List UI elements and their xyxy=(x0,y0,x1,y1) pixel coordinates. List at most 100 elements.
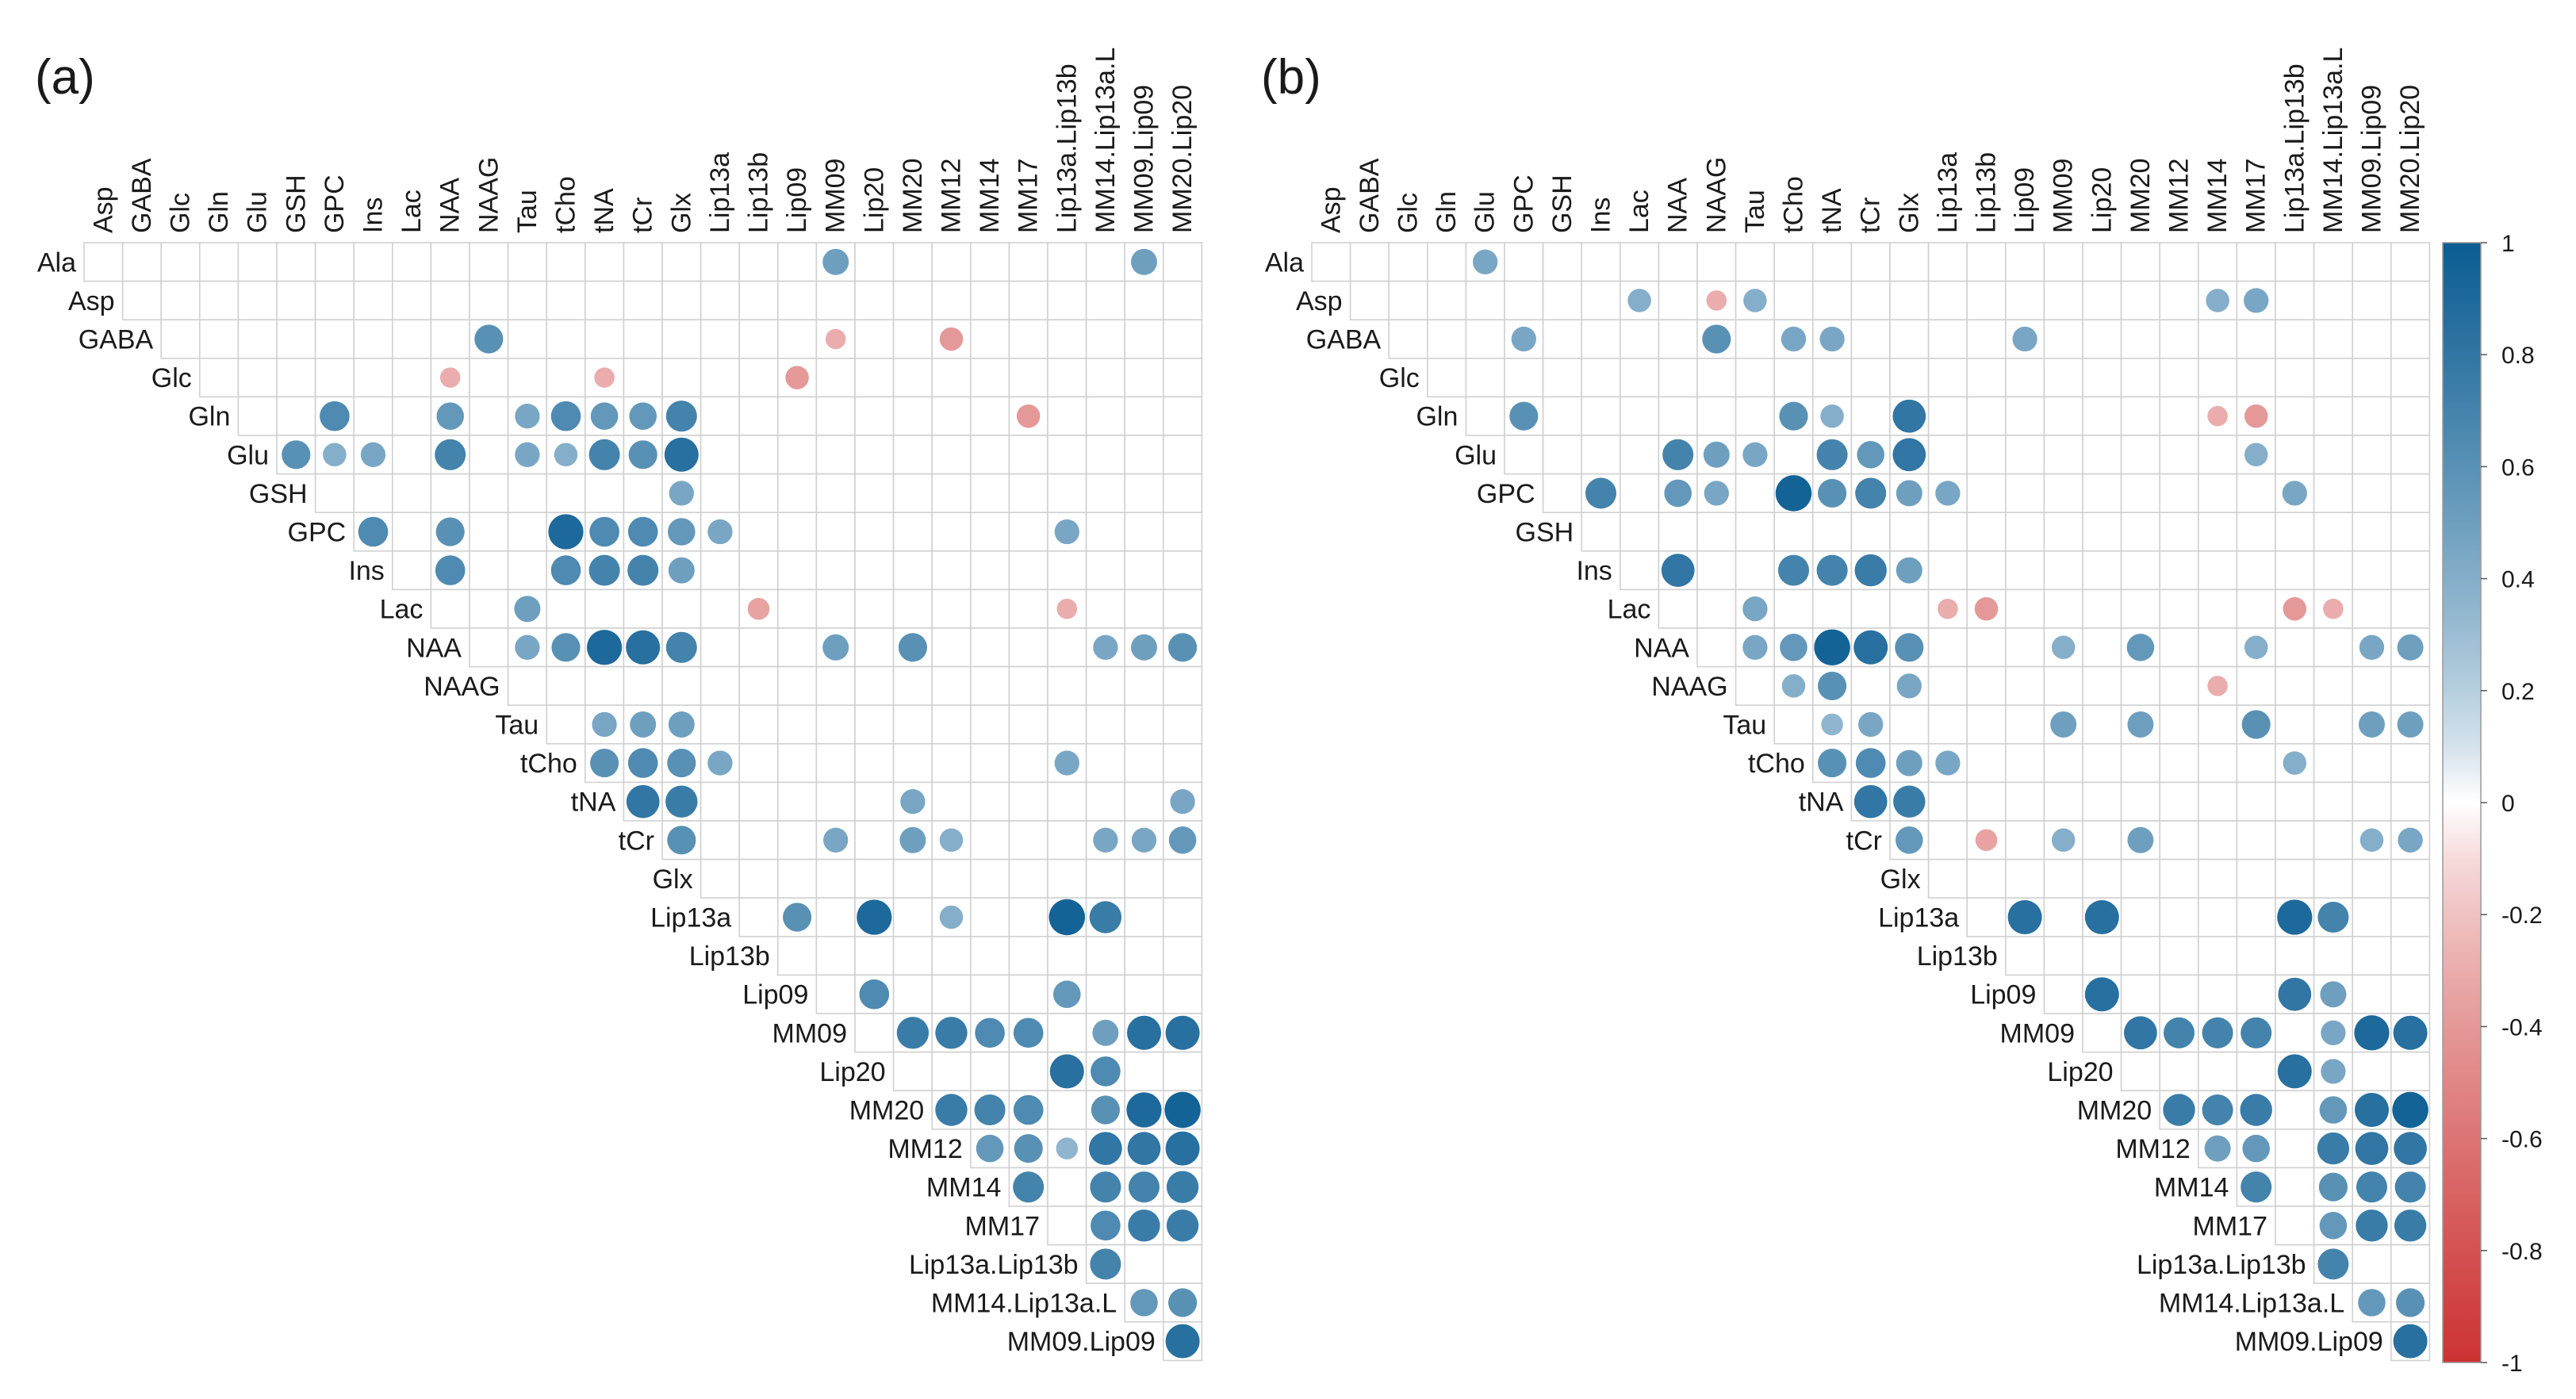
correlation-point xyxy=(1090,1248,1121,1280)
grid-cell xyxy=(2120,357,2161,398)
correlation-point xyxy=(1049,1054,1084,1089)
correlation-point xyxy=(551,633,581,662)
correlation-point xyxy=(1775,475,1812,512)
correlation-point xyxy=(1818,749,1847,778)
grid-cell xyxy=(276,242,316,282)
grid-cell xyxy=(1927,319,1968,359)
grid-cell xyxy=(430,242,470,282)
row-label: tNA xyxy=(571,788,616,818)
grid-cell xyxy=(1850,512,1891,552)
correlation-point xyxy=(2242,1134,2271,1163)
grid-cell xyxy=(776,396,818,436)
correlation-point xyxy=(2319,1096,2348,1124)
grid-cell xyxy=(391,357,432,398)
grid-cell xyxy=(970,781,1010,822)
correlation-point xyxy=(474,324,504,354)
grid-cell xyxy=(2120,781,2161,822)
grid-cell xyxy=(1620,319,1660,359)
grid-cell xyxy=(815,473,856,513)
correlation-point xyxy=(1048,899,1086,936)
grid-cell xyxy=(815,357,856,398)
column-label: Lac xyxy=(1624,190,1654,233)
grid-cell xyxy=(121,280,163,321)
grid-cell xyxy=(2120,280,2161,321)
grid-cell xyxy=(584,665,625,706)
row-label: NAAG xyxy=(424,672,500,702)
grid-cell xyxy=(469,357,509,398)
correlation-point xyxy=(896,1017,930,1049)
correlation-point xyxy=(628,440,657,470)
column-label: GABA xyxy=(1355,158,1385,233)
column-label: Glu xyxy=(1470,191,1501,233)
row-label: Tau xyxy=(495,711,539,741)
grid-cell xyxy=(507,512,547,552)
grid-cell xyxy=(276,396,316,436)
correlation-point xyxy=(668,711,695,738)
grid-cell xyxy=(1966,396,2007,436)
grid-cell xyxy=(623,357,663,398)
grid-cell xyxy=(1047,781,1087,822)
grid-cell xyxy=(1008,858,1048,899)
column-label: GSH xyxy=(1547,174,1577,233)
grid-cell xyxy=(2390,512,2431,552)
grid-cell xyxy=(2352,1051,2392,1091)
correlation-point xyxy=(1165,1324,1200,1359)
grid-cell xyxy=(2043,742,2083,784)
grid-cell xyxy=(2313,357,2354,398)
grid-cell xyxy=(661,588,702,629)
grid-cell xyxy=(931,512,972,552)
correlation-point xyxy=(627,516,658,547)
grid-cell xyxy=(931,1051,972,1091)
grid-cell xyxy=(2159,512,2199,552)
grid-cell xyxy=(2352,588,2392,629)
correlation-point xyxy=(1896,749,1922,776)
grid-cell xyxy=(391,396,432,436)
grid-cell xyxy=(314,242,355,282)
grid-cell xyxy=(469,396,509,436)
grid-cell xyxy=(2390,974,2431,1014)
grid-cell xyxy=(2198,704,2238,745)
grid-cell xyxy=(2005,550,2045,591)
grid-cell xyxy=(854,319,895,359)
correlation-point xyxy=(2317,1248,2349,1280)
correlation-point xyxy=(1818,478,1847,508)
grid-cell xyxy=(2390,897,2431,937)
grid-cell xyxy=(970,897,1010,937)
grid-cell xyxy=(1008,319,1048,359)
grid-cell xyxy=(391,512,432,552)
grid-cell xyxy=(1085,473,1125,513)
grid-cell xyxy=(1966,665,2007,706)
correlation-point xyxy=(1473,249,1498,274)
correlation-point xyxy=(2321,1059,2346,1084)
grid-cell xyxy=(2313,627,2354,668)
column-label: Lip09 xyxy=(782,167,812,233)
column-label: Lac xyxy=(397,190,427,233)
column-label: Glc xyxy=(1393,193,1424,233)
grid-cell xyxy=(970,1051,1010,1091)
correlation-point xyxy=(1093,634,1118,660)
grid-cell xyxy=(1008,280,1048,321)
correlation-point xyxy=(939,828,964,853)
correlation-point xyxy=(2240,1094,2272,1126)
grid-cell xyxy=(1696,627,1737,668)
correlation-point xyxy=(668,557,695,584)
grid-cell xyxy=(469,280,509,321)
column-label: MM20 xyxy=(898,159,928,233)
grid-cell xyxy=(1658,319,1698,359)
correlation-point xyxy=(1704,481,1729,506)
grid-cell xyxy=(1124,512,1164,552)
correlation-point xyxy=(1742,442,1768,467)
grid-cell xyxy=(931,665,972,706)
grid-cell xyxy=(2082,396,2122,436)
correlation-point xyxy=(667,518,696,546)
grid-cell xyxy=(1008,242,1048,282)
grid-cell xyxy=(83,242,124,282)
correlation-point xyxy=(1706,290,1727,311)
grid-cell xyxy=(2120,974,2161,1014)
correlation-point xyxy=(2244,635,2268,660)
grid-cell xyxy=(1008,781,1048,822)
grid-cell xyxy=(2390,435,2431,475)
grid-cell xyxy=(738,627,779,668)
grid-cell xyxy=(2159,1051,2199,1091)
correlation-point xyxy=(2277,1054,2312,1089)
